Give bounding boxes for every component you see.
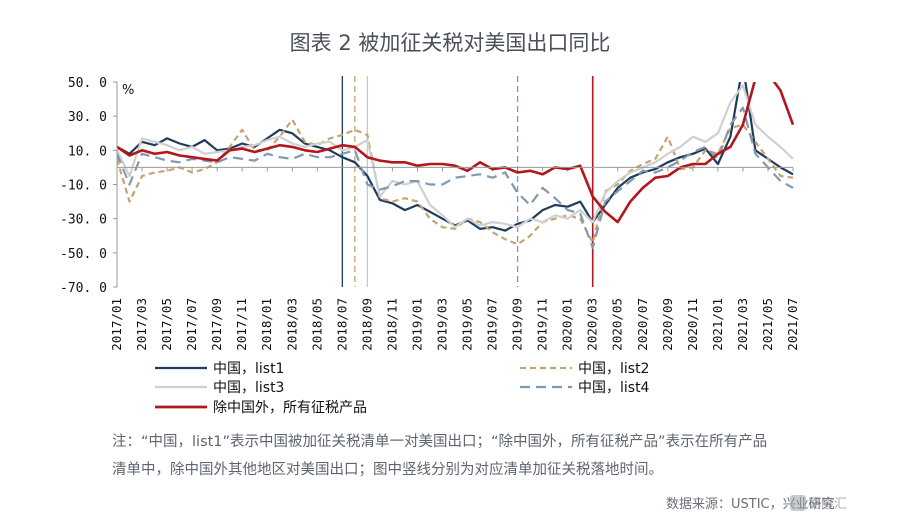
watermark-text: 格隆汇 [808, 496, 847, 512]
x-tick-label: 2021/01 [710, 298, 725, 351]
watermark: 格隆汇 [790, 495, 847, 512]
x-tick-label: 2017/07 [184, 298, 199, 351]
y-tick-label: 10. 0 [68, 144, 107, 159]
x-tick-label: 2021/03 [735, 298, 750, 351]
series-line [117, 82, 794, 232]
x-tick-label: 2021/05 [760, 298, 775, 351]
x-tick-label: 2017/05 [159, 298, 174, 351]
legend-label: 中国，list2 [578, 361, 649, 377]
series-lines [117, 82, 795, 249]
x-tick-label: 2018/07 [334, 298, 349, 351]
x-tick-label: 2020/11 [685, 298, 700, 351]
y-tick-label: -50. 0 [60, 247, 107, 262]
x-tick-label: 2019/05 [460, 298, 475, 351]
note-line-1: 注：“中国，list1”表示中国被加征关税清单一对美国出口；“除中国外，所有征税… [112, 433, 767, 450]
x-tick-label: 2019/03 [434, 298, 449, 351]
legend-label: 除中国外，所有征税产品 [213, 400, 367, 416]
x-tick-label: 2019/07 [485, 298, 500, 351]
x-tick-label: 2020/09 [660, 298, 675, 351]
x-tick-label: 2017/01 [109, 298, 124, 351]
legend-label: 中国，list1 [213, 361, 284, 377]
x-axis-ticks: 2017/01 2017/03 2017/05 2017/07 2017/09 2017/… [109, 167, 800, 351]
x-tick-label: 2017/11 [234, 298, 249, 351]
legend-label: 中国，list4 [578, 380, 650, 396]
plot-area: 50. 030. 010. 0-10. 0-30. 0-50. 0-70. 0 … [60, 76, 800, 351]
x-tick-label: 2018/09 [359, 298, 374, 351]
x-tick-label: 2021/07 [785, 298, 800, 351]
watermark-logo-icon [790, 495, 806, 511]
x-tick-label: 2020/05 [610, 298, 625, 351]
note-line-2: 清单中，除中国外其他地区对美国出口；图中竖线分别为对应清单加征关税落地时间。 [112, 460, 663, 478]
chart-title: 图表 2 被加征关税对美国出口同比 [290, 31, 611, 55]
x-tick-label: 2017/09 [209, 298, 224, 351]
series-line [117, 84, 794, 229]
x-tick-label: 2017/03 [134, 298, 149, 351]
legend: 中国，list1 中国，list2 中国，list3 中国，list4 除中国外，所有征… [155, 361, 650, 416]
legend-label: 中国，list3 [213, 380, 284, 396]
series-line [117, 82, 795, 224]
x-tick-label: 2020/01 [560, 298, 575, 351]
x-tick-label: 2019/11 [535, 298, 550, 351]
y-axis-ticks: 50. 0 30. 0 10. 0 -10. 0 -30. 0 -50. 0 -70. 0 [60, 76, 117, 296]
note: 注：“中国，list1”表示中国被加征关税清单一对美国出口；“除中国外，所有征税… [112, 433, 767, 478]
y-tick-label: 50. 0 [68, 76, 107, 91]
y-tick-label: -30. 0 [60, 213, 107, 228]
x-tick-label: 2018/01 [259, 298, 274, 351]
y-axis-unit: % [122, 83, 134, 98]
tariff-date-lines [341, 76, 594, 287]
x-tick-label: 2019/09 [510, 298, 525, 351]
x-tick-label: 2018/11 [384, 298, 399, 351]
x-tick-label: 2019/01 [409, 298, 424, 351]
x-tick-label: 2020/07 [635, 298, 650, 351]
x-tick-label: 2018/03 [284, 298, 299, 351]
x-tick-label: 2018/05 [309, 298, 324, 351]
y-tick-label: -70. 0 [60, 281, 107, 296]
y-tick-label: 30. 0 [68, 110, 107, 125]
y-tick-label: -10. 0 [60, 179, 107, 194]
x-tick-label: 2020/03 [585, 298, 600, 351]
series-line [117, 118, 794, 246]
